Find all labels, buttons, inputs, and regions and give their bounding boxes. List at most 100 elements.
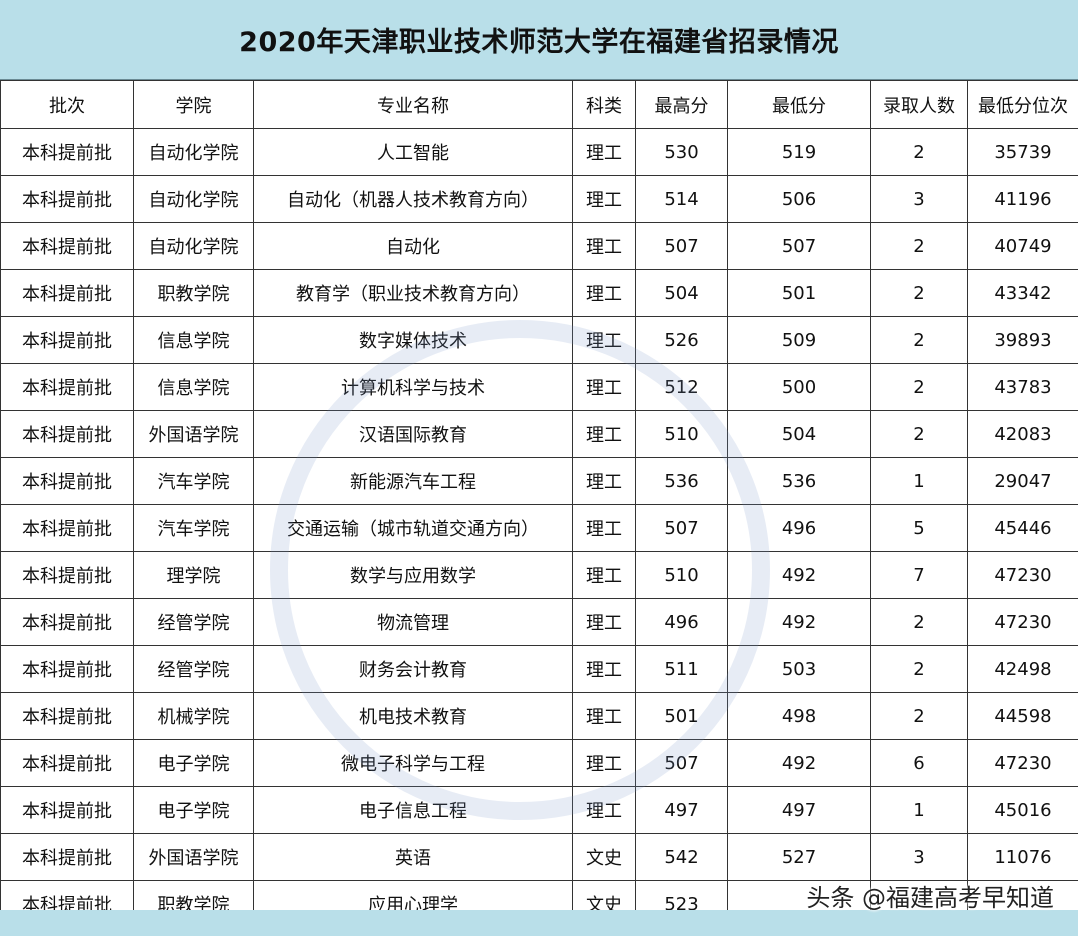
table-row: 本科提前批 职教学院 应用心理学 文史 523 xyxy=(0,880,1078,910)
table-cell: 经管学院 xyxy=(133,645,254,693)
table-cell: 本科提前批 xyxy=(0,880,134,910)
table-cell: 教育学（职业技术教育方向） xyxy=(253,269,573,317)
table-cell: 汽车学院 xyxy=(133,457,254,505)
table-cell: 2 xyxy=(870,128,968,176)
table-cell: 35739 xyxy=(967,128,1078,176)
table-cell: 本科提前批 xyxy=(0,504,134,552)
table-cell: 40749 xyxy=(967,222,1078,270)
table-cell: 理工 xyxy=(572,128,636,176)
table-cell: 2 xyxy=(870,598,968,646)
table-row: 本科提前批 机械学院 机电技术教育 理工 501 498 2 44598 xyxy=(0,692,1078,740)
table-row: 本科提前批 外国语学院 汉语国际教育 理工 510 504 2 42083 xyxy=(0,410,1078,458)
table-cell: 497 xyxy=(635,786,728,834)
table-cell: 41196 xyxy=(967,175,1078,223)
table-row: 本科提前批 信息学院 数字媒体技术 理工 526 509 2 39893 xyxy=(0,316,1078,364)
title: 2020年天津职业技术师范大学在福建省招录情况 xyxy=(239,27,839,58)
title-band: 2020年天津职业技术师范大学在福建省招录情况 xyxy=(0,0,1078,80)
table-cell: 理工 xyxy=(572,457,636,505)
table-cell: 507 xyxy=(635,739,728,787)
table-cell: 501 xyxy=(635,692,728,740)
table-cell: 理工 xyxy=(572,598,636,646)
table-row: 本科提前批 自动化学院 自动化 理工 507 507 2 40749 xyxy=(0,222,1078,270)
table-cell: 计算机科学与技术 xyxy=(253,363,573,411)
table-cell: 本科提前批 xyxy=(0,128,134,176)
table-cell: 自动化（机器人技术教育方向） xyxy=(253,175,573,223)
table-cell: 42498 xyxy=(967,645,1078,693)
table-cell: 504 xyxy=(635,269,728,317)
table-cell xyxy=(870,880,968,910)
table-cell: 29047 xyxy=(967,457,1078,505)
table-cell: 应用心理学 xyxy=(253,880,573,910)
table-cell: 汉语国际教育 xyxy=(253,410,573,458)
table-cell: 文史 xyxy=(572,880,636,910)
table-cell: 507 xyxy=(727,222,871,270)
table-cell: 财务会计教育 xyxy=(253,645,573,693)
table-cell: 本科提前批 xyxy=(0,222,134,270)
table-cell: 45446 xyxy=(967,504,1078,552)
table-cell: 492 xyxy=(727,551,871,599)
table-cell: 514 xyxy=(635,175,728,223)
table-cell: 47230 xyxy=(967,598,1078,646)
table-cell: 43783 xyxy=(967,363,1078,411)
table-cell: 理工 xyxy=(572,269,636,317)
table-cell: 501 xyxy=(727,269,871,317)
table-cell: 492 xyxy=(727,598,871,646)
table-cell: 2 xyxy=(870,692,968,740)
table-cell: 外国语学院 xyxy=(133,833,254,881)
table-cell: 理工 xyxy=(572,692,636,740)
table-cell: 交通运输（城市轨道交通方向） xyxy=(253,504,573,552)
watermark: 头条 @福建高考早知道 xyxy=(806,884,1054,912)
header-row: 批次 学院 专业名称 科类 最高分 最低分 录取人数 最低分位次 xyxy=(0,80,1078,129)
table-cell: 6 xyxy=(870,739,968,787)
table-cell: 本科提前批 xyxy=(0,645,134,693)
table-cell: 机电技术教育 xyxy=(253,692,573,740)
table-cell: 本科提前批 xyxy=(0,457,134,505)
table-cell: 2 xyxy=(870,410,968,458)
header-cell: 专业名称 xyxy=(253,80,573,129)
table-cell: 理工 xyxy=(572,739,636,787)
table-cell: 文史 xyxy=(572,833,636,881)
table-cell: 7 xyxy=(870,551,968,599)
table-cell: 本科提前批 xyxy=(0,316,134,364)
table-cell: 物流管理 xyxy=(253,598,573,646)
table-cell: 39893 xyxy=(967,316,1078,364)
table-row: 本科提前批 电子学院 电子信息工程 理工 497 497 1 45016 xyxy=(0,786,1078,834)
table-cell: 530 xyxy=(635,128,728,176)
table-row: 本科提前批 汽车学院 新能源汽车工程 理工 536 536 1 29047 xyxy=(0,457,1078,505)
table-cell: 信息学院 xyxy=(133,363,254,411)
table-row: 本科提前批 经管学院 物流管理 理工 496 492 2 47230 xyxy=(0,598,1078,646)
table-cell: 理工 xyxy=(572,645,636,693)
admission-table: 批次 学院 专业名称 科类 最高分 最低分 录取人数 最低分位次 本科提前批 自动化学院 人工智能… xyxy=(0,80,1078,910)
table-cell: 理工 xyxy=(572,551,636,599)
table-cell: 2 xyxy=(870,269,968,317)
table-cell: 电子信息工程 xyxy=(253,786,573,834)
header-cell: 最高分 xyxy=(635,80,728,129)
table-cell: 498 xyxy=(727,692,871,740)
table-cell: 2 xyxy=(870,316,968,364)
table-cell: 本科提前批 xyxy=(0,269,134,317)
table-cell: 理学院 xyxy=(133,551,254,599)
table-cell: 42083 xyxy=(967,410,1078,458)
table-row: 本科提前批 汽车学院 交通运输（城市轨道交通方向） 理工 507 496 5 45446 xyxy=(0,504,1078,552)
table-cell: 外国语学院 xyxy=(133,410,254,458)
table-cell: 职教学院 xyxy=(133,269,254,317)
table-cell: 519 xyxy=(727,128,871,176)
table-cell: 自动化学院 xyxy=(133,175,254,223)
table-cell: 504 xyxy=(727,410,871,458)
table-cell: 507 xyxy=(635,504,728,552)
table-cell: 理工 xyxy=(572,410,636,458)
table-cell: 512 xyxy=(635,363,728,411)
table-cell: 5 xyxy=(870,504,968,552)
table-cell: 理工 xyxy=(572,786,636,834)
header-cell: 批次 xyxy=(0,80,134,129)
table-cell: 492 xyxy=(727,739,871,787)
table-cell: 本科提前批 xyxy=(0,598,134,646)
table-cell: 500 xyxy=(727,363,871,411)
header-cell: 录取人数 xyxy=(870,80,968,129)
table-cell: 电子学院 xyxy=(133,739,254,787)
table-cell: 微电子科学与工程 xyxy=(253,739,573,787)
table-cell: 经管学院 xyxy=(133,598,254,646)
table-cell: 2 xyxy=(870,363,968,411)
table-cell: 511 xyxy=(635,645,728,693)
